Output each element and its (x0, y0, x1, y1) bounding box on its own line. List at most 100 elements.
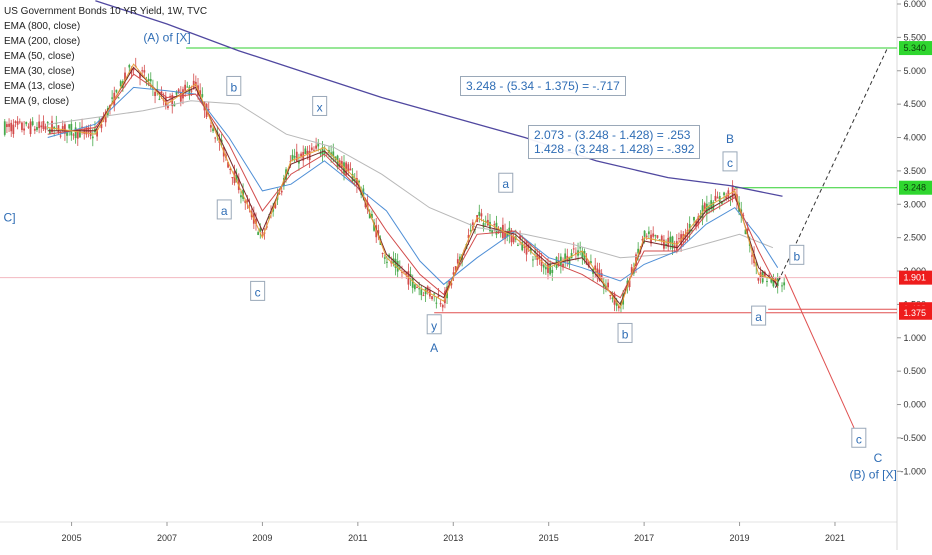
candle-body (611, 297, 614, 299)
candle-body (699, 215, 702, 218)
y-tick-label: 4.500 (903, 99, 926, 109)
candle-body (512, 236, 515, 243)
candle-body (684, 234, 687, 238)
candle-body (542, 265, 545, 268)
candle-body (448, 280, 451, 285)
candle-body (300, 153, 302, 157)
candle-body (766, 281, 768, 283)
wave-label: b (622, 327, 629, 341)
candle-body (579, 247, 582, 249)
candle-body (394, 258, 397, 268)
candle-body (173, 104, 176, 107)
y-tick-label: 3.000 (903, 199, 926, 209)
candle-body (23, 128, 25, 131)
candle-body (768, 274, 771, 277)
candle-body (420, 289, 423, 296)
wave-label: a (502, 177, 509, 191)
candle-body (630, 267, 633, 276)
candle-body (373, 222, 375, 231)
candle-body (510, 230, 513, 243)
wave-label: B (726, 132, 734, 146)
series-line (47, 100, 774, 259)
candle-body (643, 230, 646, 237)
candle-body (308, 150, 311, 161)
wave-label-box (250, 280, 266, 301)
candle-body (323, 150, 326, 154)
candle-body (607, 282, 609, 288)
wave-label: x (317, 100, 323, 114)
candle-body (381, 252, 384, 254)
wave-label: A (430, 341, 438, 355)
x-tick-label: 2007 (157, 533, 177, 543)
candle-body (186, 86, 189, 88)
candle-body (317, 143, 320, 147)
price-badge (899, 270, 932, 285)
candle-body (549, 263, 552, 275)
wave-label-box (789, 244, 805, 265)
candle-body (42, 121, 45, 130)
candle-body (46, 121, 49, 124)
candle-body (355, 178, 358, 185)
candle-body (119, 81, 122, 87)
candle-body (298, 160, 300, 164)
candle-body (48, 129, 51, 135)
candle-body (519, 235, 521, 239)
wave-label: c (727, 156, 733, 170)
candle-body (452, 272, 455, 275)
legend-item: EMA (13, close) (4, 81, 75, 92)
candle-body (91, 136, 94, 139)
candle-body (433, 293, 436, 295)
wave-label-box (226, 75, 242, 96)
candle-body (693, 216, 695, 221)
candle-body (63, 124, 66, 134)
x-tick-label: 2017 (634, 533, 654, 543)
candle-body (585, 258, 588, 265)
candle-body (259, 228, 262, 232)
candle-body (25, 121, 28, 125)
y-tick-label: 5.000 (903, 66, 926, 76)
candle-body (51, 120, 53, 133)
candle-body (484, 220, 487, 222)
candle-body (482, 223, 485, 228)
candle-body (703, 203, 706, 212)
x-tick-label: 2013 (443, 533, 463, 543)
candle-body (257, 232, 260, 235)
series-line (47, 86, 779, 286)
candle-body (602, 283, 605, 288)
price-badge-label: 3.248 (903, 183, 926, 193)
y-tick-label: 4.000 (903, 133, 926, 143)
candle-body (306, 150, 309, 155)
annotation-box[interactable]: 3.248 - (5.34 - 1.375) = -.717 (460, 76, 626, 96)
candle-body (761, 271, 764, 283)
candle-body (398, 267, 401, 269)
series-line (47, 63, 778, 309)
candle-body (467, 235, 470, 239)
candle-body (521, 242, 524, 251)
y-tick-label: 2.500 (903, 233, 926, 243)
candle-body (141, 70, 144, 72)
candle-body (678, 238, 680, 240)
candle-body (763, 271, 766, 278)
candle-body (212, 128, 214, 132)
candle-body (358, 180, 360, 183)
candle-body (720, 201, 723, 204)
candle-body (523, 246, 526, 248)
candle-body (675, 241, 678, 251)
legend: US Government Bonds 10 YR Yield, 1W, TVC… (4, 4, 207, 109)
candle-body (149, 79, 152, 82)
candle-body (480, 213, 483, 217)
candle-body (227, 162, 229, 168)
candle-body (76, 131, 79, 139)
candle-body (431, 296, 433, 299)
annotation-box[interactable]: 2.073 - (3.248 - 1.428) = .253 1.428 - (… (528, 125, 701, 159)
candle-body (450, 282, 453, 286)
candle-body (33, 128, 36, 131)
wave-label: b (230, 80, 237, 94)
y-tick-label: 5.500 (903, 32, 926, 42)
candle-body (343, 162, 345, 175)
ema-series (47, 0, 783, 309)
wave-label-box (216, 199, 232, 220)
candle-body (70, 123, 73, 136)
candle-body (723, 192, 725, 196)
